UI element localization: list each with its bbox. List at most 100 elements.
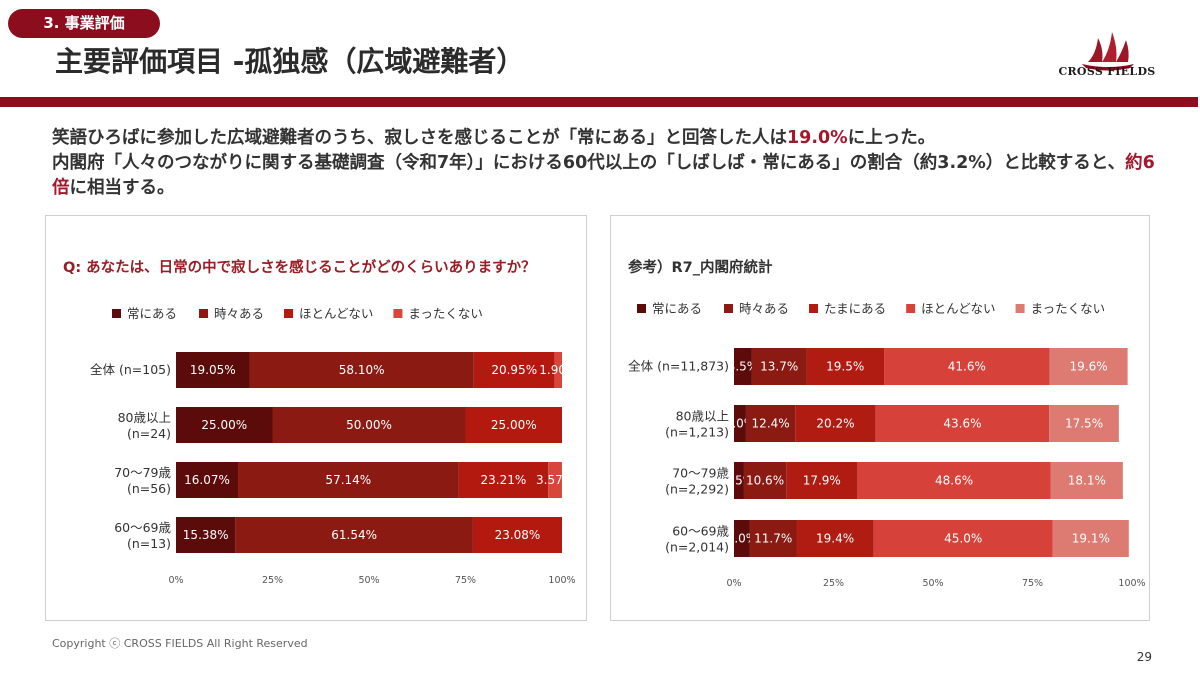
chart-right-title: 参考）R7_内閣府統計	[628, 260, 773, 276]
summary-text: 笑語ひろばに参加した広域避難者のうち、寂しさを感じることが「常にある」と回答した…	[52, 126, 1162, 201]
bar-segment	[743, 462, 787, 499]
bar-segment	[176, 517, 236, 553]
summary-line2-b: に相当する。	[69, 178, 175, 198]
bar-segment	[238, 462, 459, 498]
data-label: 20.2%	[816, 417, 854, 431]
data-label: 23.08%	[495, 528, 541, 542]
data-label: 50.00%	[346, 418, 392, 432]
bar-segment	[458, 462, 549, 498]
data-label: 15.38%	[183, 528, 229, 542]
bar-segment	[734, 462, 744, 499]
bar-segment	[176, 462, 239, 498]
chart-panel-left: 常にある 時々ある ほとんどない まったくない 全体 (n=105) 19.05% 58.1…	[45, 215, 587, 621]
data-label: 17.9%	[803, 474, 841, 488]
x-tick-label: 25%	[823, 578, 844, 589]
bar-segment	[749, 520, 797, 557]
data-label: 61.54%	[331, 528, 377, 542]
logo-text: CROSS FIELDS	[1058, 65, 1156, 78]
bar-segment	[176, 407, 273, 443]
bar-segment	[734, 520, 750, 557]
legend-label: まったくない	[408, 306, 483, 321]
bar-segment	[806, 348, 885, 385]
legend-label: たまにある	[824, 301, 886, 316]
bar-segment	[875, 405, 1050, 442]
category-sublabel: (n=13)	[127, 536, 171, 551]
legend-swatch	[284, 309, 294, 318]
category-label: 80歳以上	[676, 409, 729, 424]
bar-segment	[734, 348, 752, 385]
x-tick-label: 75%	[455, 575, 476, 586]
x-tick-label: 100%	[1118, 578, 1145, 589]
data-label: 57.14%	[325, 473, 371, 487]
bar-segment	[1049, 405, 1119, 442]
data-label: 12.4%	[752, 417, 790, 431]
legend-swatch	[724, 304, 734, 313]
data-label: 4.5%	[728, 360, 759, 374]
legend-swatch	[112, 309, 121, 318]
category-sublabel: (n=56)	[127, 481, 171, 496]
bar-segment	[1050, 462, 1123, 499]
data-label: 19.1%	[1072, 532, 1110, 546]
summary-line2-highlight: 約6倍	[52, 153, 1155, 198]
x-tick-label: 100%	[548, 575, 575, 586]
category-label: 70〜79歳	[672, 466, 729, 481]
data-label: 58.10%	[339, 363, 385, 377]
data-label: 17.5%	[1065, 417, 1103, 431]
page-title: 主要評価項目 -孤独感（広域避難者）	[55, 45, 525, 78]
bar-segment	[786, 462, 858, 499]
data-label: 4.0%	[727, 532, 758, 546]
cross-fields-logo	[1082, 32, 1134, 71]
header-rule	[0, 97, 1198, 107]
bar-segment	[272, 407, 466, 443]
section-badge: 3. 事業評価	[8, 9, 160, 38]
footer-copyright: Copyright ⓒ CROSS FIELDS All Right Reser…	[52, 637, 308, 650]
legend-swatch	[809, 304, 819, 313]
bar-segment	[235, 517, 473, 553]
summary-line1-a: 笑語ひろばに参加した広域避難者のうち、寂しさを感じることが「常にある」と回答した…	[52, 128, 787, 148]
category-sublabel: (n=2,292)	[665, 482, 729, 497]
bar-segment	[884, 348, 1050, 385]
page-number: 29	[1136, 650, 1152, 664]
legend-swatch	[199, 309, 209, 318]
bar-segment	[548, 462, 562, 498]
bar-segment	[795, 405, 876, 442]
x-tick-label: 50%	[922, 578, 943, 589]
x-tick-label: 75%	[1022, 578, 1043, 589]
data-label: 16.07%	[184, 473, 230, 487]
category-label: 60〜69歳	[114, 520, 171, 535]
legend-swatch	[1015, 304, 1025, 313]
bar-segment	[465, 407, 562, 443]
data-label: 13.7%	[760, 360, 798, 374]
bar-segment	[249, 352, 474, 388]
data-label: 45.0%	[944, 532, 982, 546]
data-label: 43.6%	[943, 417, 981, 431]
data-label: 18.1%	[1068, 474, 1106, 488]
x-tick-label: 25%	[262, 575, 283, 586]
legend-swatch	[393, 309, 403, 318]
category-label: 60〜69歳	[672, 524, 729, 539]
category-sublabel: (n=1,213)	[665, 425, 729, 440]
category-label: 80歳以上	[118, 410, 171, 425]
legend-swatch	[906, 304, 916, 313]
bar-segment	[734, 405, 746, 442]
chart-left-title: Q: あなたは、日常の中で寂しさを感じることがどのくらいありますか？	[63, 260, 536, 276]
x-tick-label: 0%	[726, 578, 741, 589]
bar-segment	[745, 405, 796, 442]
legend-label: 時々ある	[214, 306, 264, 321]
x-tick-label: 50%	[358, 575, 379, 586]
category-sublabel: (n=2,014)	[665, 540, 729, 555]
data-label: 48.6%	[935, 474, 973, 488]
bar-segment	[554, 352, 562, 388]
bar-segment	[472, 517, 562, 553]
legend-label: まったくない	[1031, 301, 1106, 316]
bar-segment	[751, 348, 807, 385]
legend-label: 常にある	[127, 306, 177, 321]
legend-label: 時々ある	[739, 301, 789, 316]
x-tick-label: 0%	[168, 575, 183, 586]
data-label: 41.6%	[948, 360, 986, 374]
legend-label: ほとんどない	[299, 306, 373, 321]
data-label: 1.90%	[539, 363, 577, 377]
data-label: 19.6%	[1070, 360, 1108, 374]
bar-segment	[873, 520, 1053, 557]
